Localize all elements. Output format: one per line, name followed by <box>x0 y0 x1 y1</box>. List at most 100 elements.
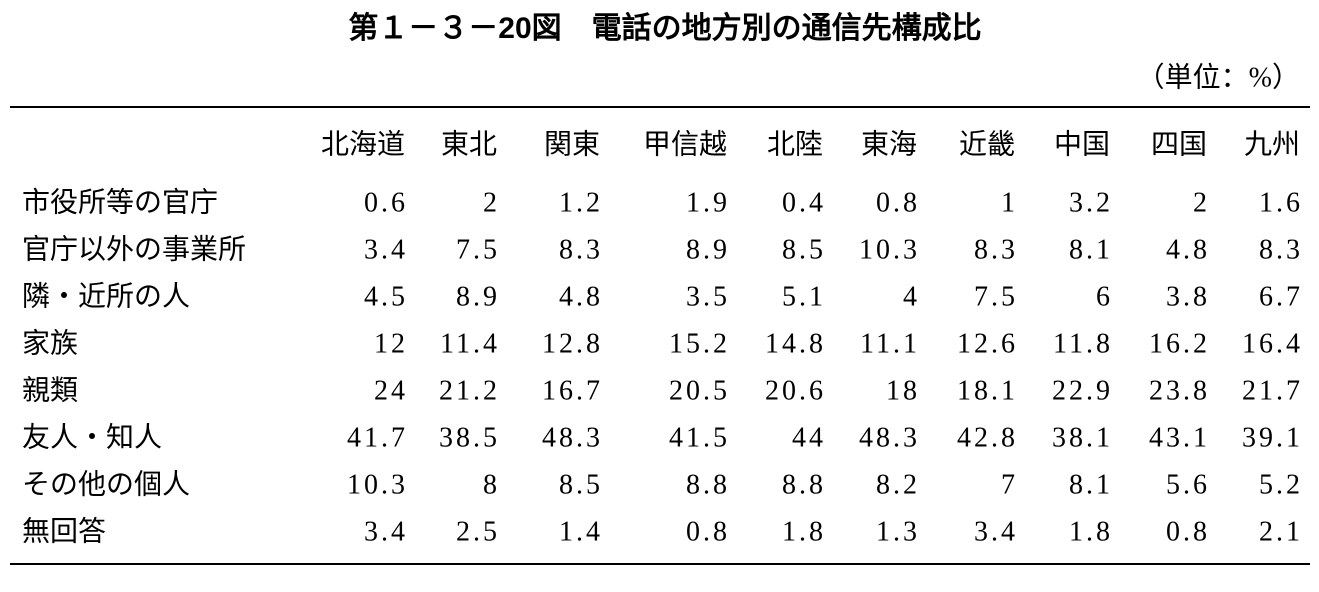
row-label: 官庁以外の事業所 <box>22 233 246 265</box>
cell-value: 23.8 <box>1149 375 1210 406</box>
cell-value: 20.5 <box>669 375 730 406</box>
cell-value: 0.4 <box>782 187 826 218</box>
cell-value: 16.2 <box>1149 328 1210 359</box>
cell-value: 3.2 <box>1069 187 1113 218</box>
row-label: 友人・知人 <box>22 421 162 453</box>
column-header: 四国 <box>1151 129 1207 160</box>
cell-value: 4 <box>903 281 920 312</box>
cell-value: 1.4 <box>559 516 603 547</box>
cell-value: 48.3 <box>859 422 920 453</box>
cell-value: 0.8 <box>686 516 730 547</box>
cell-value: 1.9 <box>686 187 730 218</box>
cell-value: 3.4 <box>364 516 408 547</box>
column-header: 近畿 <box>959 128 1015 160</box>
cell-value: 8.3 <box>1259 234 1303 265</box>
cell-value: 20.6 <box>765 375 826 406</box>
cell-value: 0.8 <box>876 187 920 218</box>
cell-value: 16.7 <box>542 375 603 406</box>
column-header: 北海道 <box>321 128 405 160</box>
cell-value: 16.4 <box>1242 328 1303 359</box>
cell-value: 10.3 <box>859 234 920 265</box>
cell-value: 14.8 <box>765 328 826 359</box>
cell-value: 8.9 <box>456 281 500 312</box>
cell-value: 4.8 <box>1166 234 1210 265</box>
cell-value: 11.8 <box>1053 328 1113 359</box>
cell-value: 5.6 <box>1166 469 1210 500</box>
cell-value: 3.4 <box>974 516 1018 547</box>
cell-value: 2 <box>483 187 500 218</box>
cell-value: 21.2 <box>439 375 500 406</box>
cell-value: 1.8 <box>782 516 826 547</box>
column-header: 九州 <box>1244 128 1300 160</box>
column-header: 甲信越 <box>643 128 727 160</box>
cell-value: 8.3 <box>559 234 603 265</box>
cell-value: 43.1 <box>1149 422 1210 453</box>
cell-value: 8 <box>483 469 500 500</box>
cell-value: 10.3 <box>347 469 408 500</box>
cell-value: 5.2 <box>1259 469 1303 500</box>
cell-value: 1.6 <box>1259 187 1303 218</box>
cell-value: 8.5 <box>559 469 603 500</box>
cell-value: 3.5 <box>686 281 730 312</box>
column-header: 北陸 <box>767 128 823 160</box>
cell-value: 8.8 <box>782 469 826 500</box>
row-label: その他の個人 <box>22 468 190 500</box>
cell-value: 6 <box>1096 281 1113 312</box>
unit: （単位：%） <box>1137 61 1300 93</box>
row-label: 隣・近所の人 <box>22 280 190 312</box>
cell-value: 4.8 <box>559 281 603 312</box>
cell-value: 18.1 <box>957 375 1018 406</box>
title: 第１－３－20図 電話の地方別の通信先構成比 <box>348 11 981 45</box>
column-header: 東北 <box>441 128 497 160</box>
cell-value: 2.1 <box>1259 516 1303 547</box>
cell-value: 1 <box>1001 187 1018 218</box>
cell-value: 8.9 <box>686 234 730 265</box>
cell-value: 18 <box>886 375 920 406</box>
cell-value: 4.5 <box>364 281 408 312</box>
cell-value: 5.1 <box>782 281 826 312</box>
cell-value: 8.8 <box>686 469 730 500</box>
cell-value: 2.5 <box>456 516 500 547</box>
cell-value: 41.5 <box>669 422 730 453</box>
cell-value: 3.4 <box>364 234 408 265</box>
column-header: 東海 <box>861 128 917 160</box>
cell-value: 1.2 <box>559 187 603 218</box>
cell-value: 39.1 <box>1242 422 1303 453</box>
row-label: 家族 <box>22 327 78 359</box>
cell-value: 38.5 <box>439 422 500 453</box>
cell-value: 8.2 <box>876 469 920 500</box>
cell-value: 15.2 <box>669 328 730 359</box>
cell-value: 38.1 <box>1052 422 1113 453</box>
cell-value: 22.9 <box>1052 375 1113 406</box>
cell-value: 41.7 <box>347 422 408 453</box>
cell-value: 21.7 <box>1242 375 1303 406</box>
cell-value: 2 <box>1193 187 1210 218</box>
cell-value: 0.8 <box>1166 516 1210 547</box>
row-label: 親類 <box>22 374 78 406</box>
cell-value: 7.5 <box>974 281 1018 312</box>
row-label: 市役所等の官庁 <box>22 186 218 218</box>
cell-value: 6.7 <box>1259 281 1303 312</box>
cell-value: 1.8 <box>1069 516 1113 547</box>
column-header: 中国 <box>1054 128 1110 160</box>
cell-value: 11.1 <box>860 328 920 359</box>
cell-value: 48.3 <box>542 422 603 453</box>
row-label: 無回答 <box>22 515 106 547</box>
cell-value: 1.3 <box>876 516 920 547</box>
cell-value: 3.8 <box>1166 281 1210 312</box>
cell-value: 8.1 <box>1069 469 1113 500</box>
cell-value: 8.3 <box>974 234 1018 265</box>
cell-value: 42.8 <box>957 422 1018 453</box>
cell-value: 7 <box>1001 469 1018 500</box>
cell-value: 12 <box>374 328 408 359</box>
cell-value: 0.6 <box>364 187 408 218</box>
cell-value: 7.5 <box>456 234 500 265</box>
cell-value: 12.6 <box>957 328 1018 359</box>
cell-value: 24 <box>374 375 408 406</box>
cell-value: 8.1 <box>1069 234 1113 265</box>
cell-value: 12.8 <box>542 328 603 359</box>
column-header: 関東 <box>544 128 600 160</box>
cell-value: 8.5 <box>782 234 826 265</box>
